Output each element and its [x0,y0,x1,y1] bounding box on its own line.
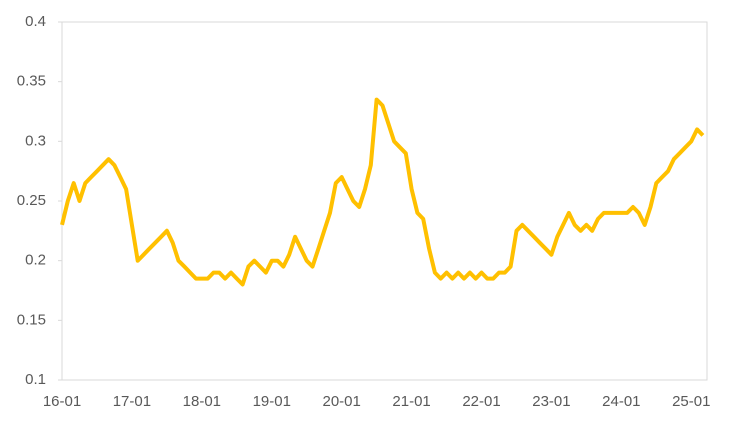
x-tick-label: 21-01 [392,393,430,410]
x-tick-label: 24-01 [602,393,640,410]
x-tick-label: 18-01 [183,393,221,410]
x-tick-label: 16-01 [43,393,81,410]
x-tick-label: 17-01 [113,393,151,410]
y-tick-label: 0.2 [25,252,46,269]
y-tick-label: 0.15 [17,311,46,328]
plot-area [61,21,708,381]
y-tick-label: 0.3 [25,132,46,149]
y-tick-label: 0.35 [17,73,46,90]
x-tick-label: 22-01 [462,393,500,410]
y-tick-label: 0.4 [25,13,46,30]
x-tick-label: 23-01 [532,393,570,410]
x-tick-label: 19-01 [253,393,291,410]
y-tick-label: 0.25 [17,192,46,209]
data-line [60,97,705,287]
x-tick-label: 20-01 [322,393,360,410]
x-tick-label: 25-01 [672,393,710,410]
y-tick-label: 0.1 [25,371,46,388]
